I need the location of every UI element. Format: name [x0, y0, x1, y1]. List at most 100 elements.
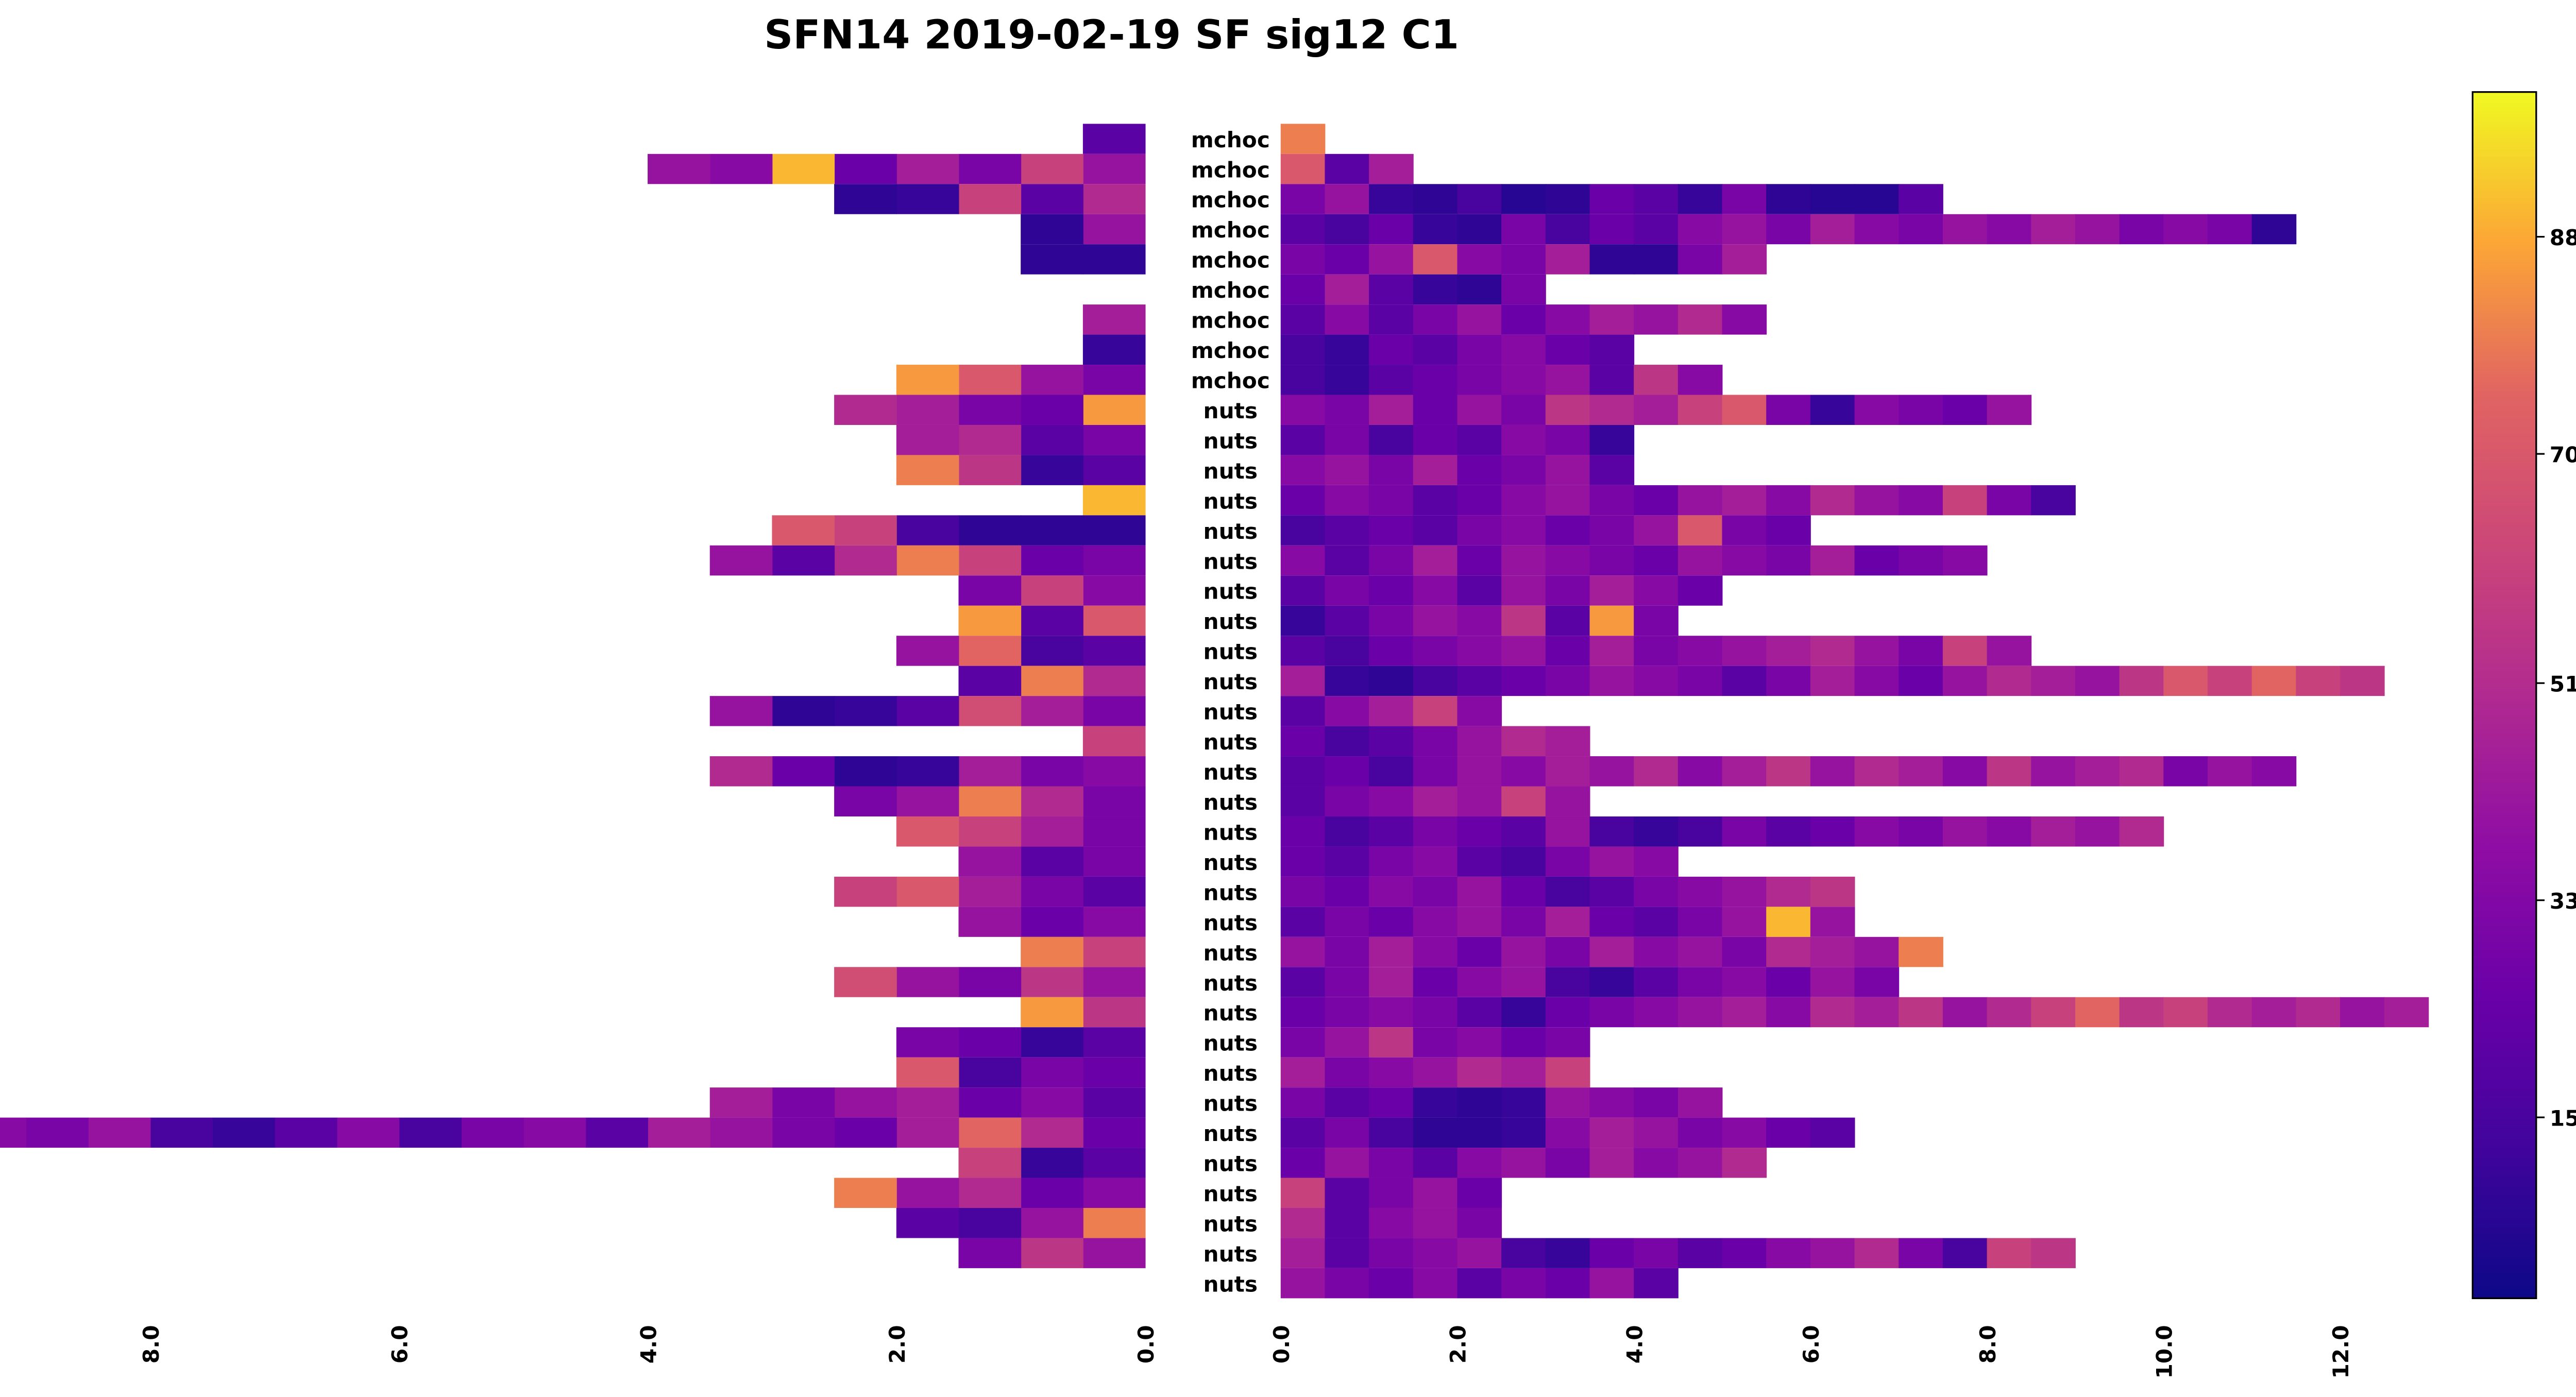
heat-cell	[1501, 1268, 1546, 1299]
heat-cell	[1082, 184, 1146, 214]
heat-cell	[958, 967, 1022, 997]
heat-cell	[1810, 214, 1855, 245]
row-label: nuts	[1204, 669, 1258, 694]
heat-cell	[1280, 816, 1326, 847]
heat-cell	[1369, 1057, 1414, 1088]
heat-cell	[1501, 485, 1546, 516]
heat-cell	[1457, 605, 1502, 636]
heat-cell	[1369, 816, 1414, 847]
heat-cell	[1280, 876, 1326, 907]
row-label: nuts	[1204, 1031, 1258, 1056]
heat-cell	[1082, 816, 1146, 847]
heat-cell	[1545, 726, 1590, 757]
heat-cell	[1589, 184, 1635, 214]
heat-cell	[1325, 666, 1370, 696]
heat-cell	[1413, 214, 1458, 245]
heat-cell	[2251, 756, 2297, 787]
heat-cell	[1677, 1117, 1723, 1148]
heat-cell	[1021, 876, 1083, 907]
heat-cell	[1545, 1238, 1590, 1268]
heat-cell	[1722, 214, 1767, 245]
heat-cell	[958, 1117, 1022, 1148]
heat-cell	[1325, 696, 1370, 726]
heat-cell	[958, 696, 1022, 726]
heat-cell	[1413, 184, 1458, 214]
heat-cell	[1369, 876, 1414, 907]
heat-cell	[1987, 997, 2032, 1028]
heat-cell	[1677, 936, 1723, 967]
heat-cell	[1325, 395, 1370, 425]
heat-cell	[958, 1148, 1022, 1178]
heat-cell	[1722, 936, 1767, 967]
heat-cell	[1501, 1148, 1546, 1178]
row-label: nuts	[1204, 488, 1258, 514]
heat-cell	[1854, 545, 1900, 576]
colorbar-tick-label: 15%	[2550, 1105, 2576, 1131]
heat-cell	[709, 545, 773, 576]
heat-cell	[399, 1117, 462, 1148]
heat-cell	[1501, 424, 1546, 455]
heat-cell	[1545, 1117, 1590, 1148]
heat-cell	[1545, 485, 1590, 516]
heat-cell	[1280, 1178, 1326, 1208]
heat-cell	[1457, 575, 1502, 606]
heat-cell	[1899, 485, 1943, 516]
heat-cell	[1634, 304, 1679, 335]
heat-cell	[1854, 967, 1900, 997]
heat-cell	[1413, 1117, 1458, 1148]
heat-cell	[834, 1117, 897, 1148]
x-tick-label: 4.0	[636, 1325, 661, 1364]
heat-cell	[1082, 1057, 1146, 1088]
heat-cell	[896, 876, 959, 907]
heat-cell	[1766, 1238, 1811, 1268]
heat-cell	[2031, 485, 2076, 516]
heat-cell	[1457, 1178, 1502, 1208]
row-label: mchoc	[1191, 338, 1270, 363]
heat-cell	[896, 1057, 959, 1088]
heat-cell	[1413, 575, 1458, 606]
heat-cell	[1501, 455, 1546, 485]
heat-cell	[1766, 967, 1811, 997]
heat-cell	[1457, 756, 1502, 787]
heat-cell	[1280, 1148, 1326, 1178]
heat-cell	[958, 1057, 1022, 1088]
heat-cell	[1899, 756, 1943, 787]
heat-cell	[1501, 666, 1546, 696]
heat-cell	[1280, 395, 1326, 425]
heat-cell	[1280, 1238, 1326, 1268]
heat-cell	[1280, 365, 1326, 395]
heat-cell	[1457, 786, 1502, 816]
heat-cell	[1766, 485, 1811, 516]
heat-cell	[1722, 997, 1767, 1028]
heat-cell	[1280, 545, 1326, 576]
heat-cell	[1634, 184, 1679, 214]
heat-cell	[1325, 1148, 1370, 1178]
heat-cell	[1369, 1268, 1414, 1299]
heat-cell	[1457, 1057, 1502, 1088]
heat-cell	[896, 1178, 959, 1208]
heat-cell	[1369, 575, 1414, 606]
heat-cell	[1766, 816, 1811, 847]
heat-cell	[1280, 154, 1326, 184]
heat-cell	[1634, 997, 1679, 1028]
heat-cell	[1325, 515, 1370, 546]
heat-cell	[1082, 1207, 1146, 1238]
heat-cell	[1457, 184, 1502, 214]
heat-cell	[1766, 936, 1811, 967]
heat-cell	[1457, 365, 1502, 395]
heat-cell	[1722, 967, 1767, 997]
x-tick-label: 8.0	[139, 1325, 164, 1364]
x-tick-label: 0.0	[1269, 1325, 1294, 1364]
heat-cell	[1457, 967, 1502, 997]
heat-cell	[1082, 605, 1146, 636]
heat-cell	[1413, 1268, 1458, 1299]
colorbar-tick-label: 70%	[2550, 442, 2576, 467]
heat-cell	[958, 846, 1022, 877]
row-label: mchoc	[1191, 127, 1270, 152]
heat-cell	[1082, 515, 1146, 546]
heat-cell	[1899, 1238, 1943, 1268]
heat-cell	[1325, 334, 1370, 365]
heat-cell	[1325, 1027, 1370, 1058]
heat-cell	[1899, 936, 1943, 967]
heat-cell	[1501, 997, 1546, 1028]
